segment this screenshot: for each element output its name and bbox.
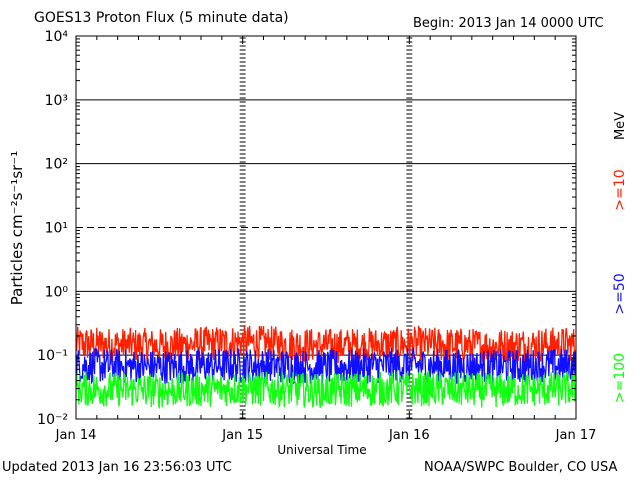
credit-label: NOAA/SWPC Boulder, CO USA bbox=[424, 460, 618, 475]
y-tick-label: 10⁰ bbox=[45, 284, 69, 300]
y-tick-label: 10¹ bbox=[45, 221, 68, 237]
legend-ge50: >=50 bbox=[612, 273, 628, 314]
x-axis-label: Universal Time bbox=[277, 443, 366, 457]
legend-unit-mev: MeV bbox=[613, 112, 628, 140]
y-tick-label: 10⁻² bbox=[37, 412, 68, 428]
x-tick-label: Jan 14 bbox=[55, 428, 97, 443]
y-tick-label: 10² bbox=[45, 157, 68, 173]
y-axis-label: Particles cm⁻²s⁻¹sr⁻¹ bbox=[8, 151, 26, 305]
series-line bbox=[75, 369, 577, 410]
y-tick-label: 10⁴ bbox=[45, 29, 69, 45]
x-tick-label: Jan 17 bbox=[555, 428, 597, 443]
chart-title: GOES13 Proton Flux (5 minute data) bbox=[34, 10, 289, 26]
x-tick-label: Jan 15 bbox=[221, 428, 263, 443]
y-tick-label: 10⁻¹ bbox=[37, 348, 68, 364]
updated-timestamp: Updated 2013 Jan 16 23:56:03 UTC bbox=[2, 460, 232, 475]
legend-ge100: >=100 bbox=[612, 353, 628, 403]
y-tick-label: 10³ bbox=[45, 93, 68, 109]
x-tick-label: Jan 16 bbox=[388, 428, 430, 443]
legend-ge10: >=10 bbox=[612, 169, 628, 210]
ticks-layer: 10⁻² 10⁻¹ 10⁰ 10¹ 10² 10³ 10⁴ Jan 14 Jan 15 Jan 1… bbox=[37, 29, 596, 443]
begin-date-label: Begin: 2013 Jan 14 0000 UTC bbox=[413, 16, 604, 31]
series-layer bbox=[75, 324, 577, 410]
grid-layer bbox=[76, 37, 576, 419]
